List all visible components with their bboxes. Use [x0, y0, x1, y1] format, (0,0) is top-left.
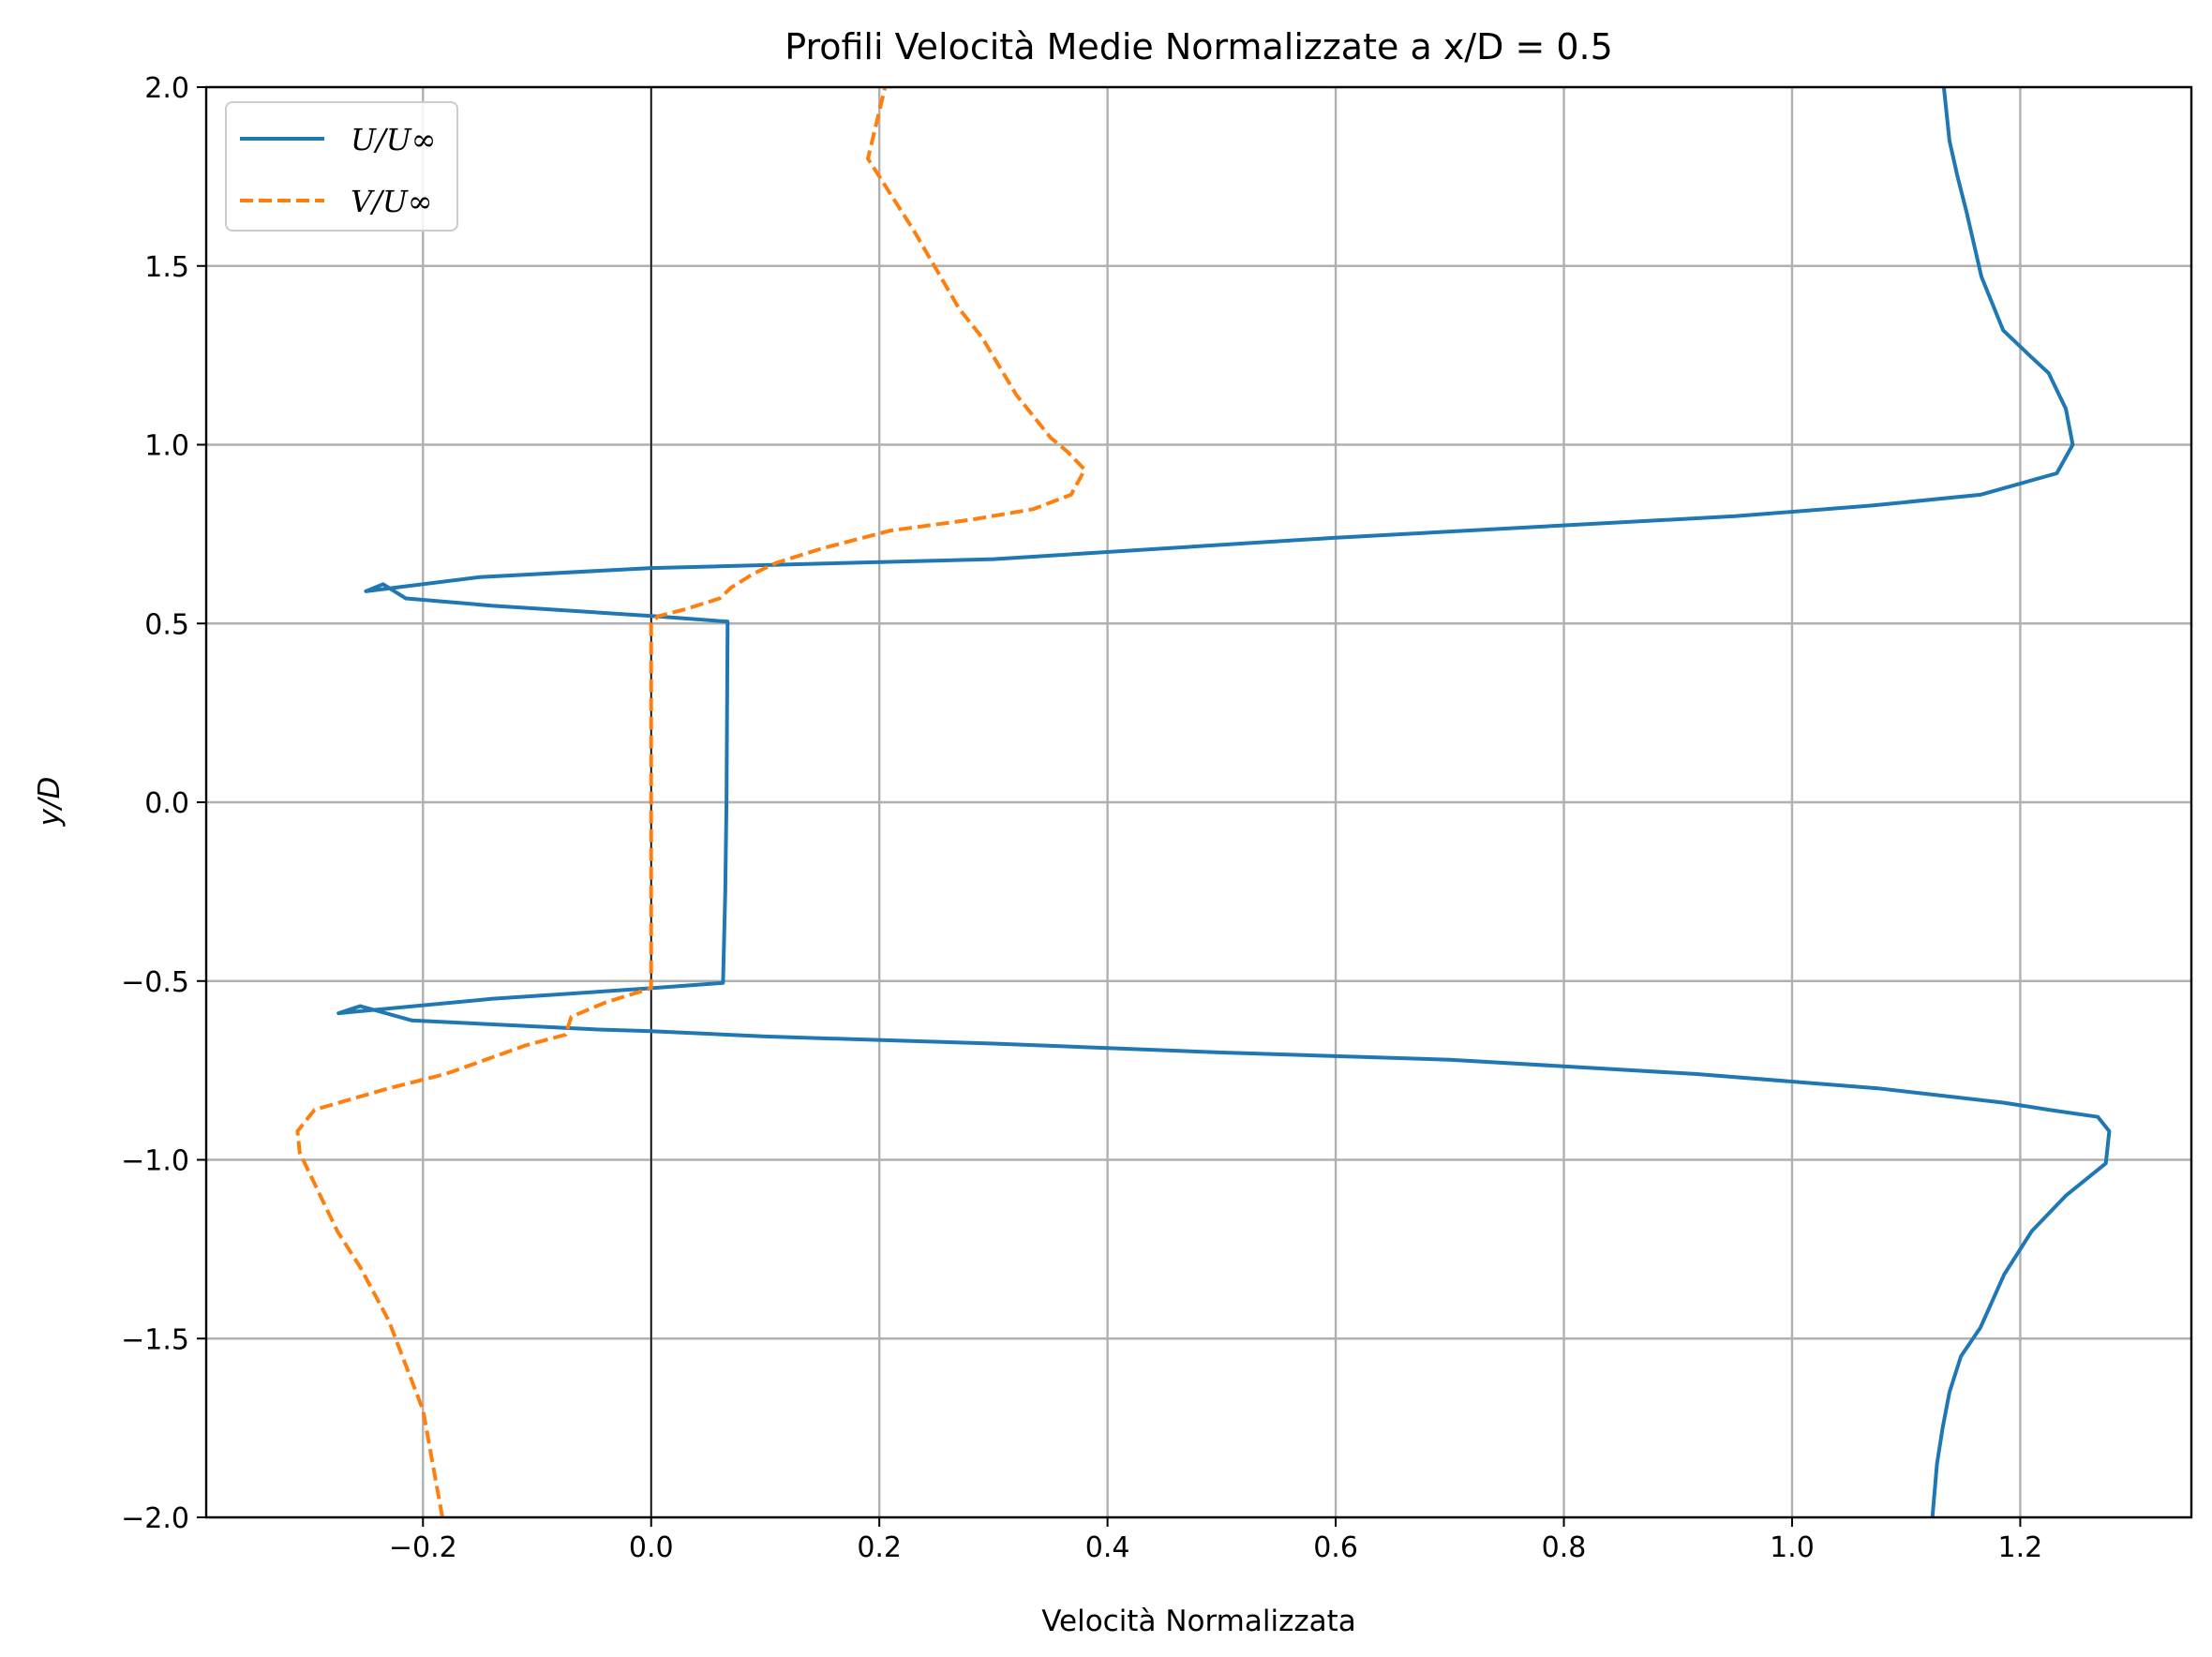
y-tick-label: 0.0	[144, 787, 189, 820]
legend-label-u: U/U∞	[351, 122, 436, 157]
y-tick-label: −1.0	[121, 1145, 189, 1178]
legend: U/U∞ V/U∞	[225, 101, 458, 231]
legend-box	[225, 101, 458, 231]
x-tick-label: 0.0	[629, 1531, 674, 1564]
y-tick-label: −1.5	[121, 1323, 189, 1356]
y-tick-label: 1.5	[144, 251, 189, 284]
y-tick-label: 0.5	[144, 608, 189, 641]
x-tick-label: 0.8	[1542, 1531, 1587, 1564]
x-tick-label: 0.4	[1085, 1531, 1130, 1564]
legend-label-v: V/U∞	[351, 184, 433, 219]
tick-layer: −0.2 0.0 0.2 0.4 0.6 0.8 1.0 1.2 −2.0 −1.5 −1.0 −0.…	[121, 72, 2042, 1564]
x-tick-label: −0.2	[389, 1531, 457, 1564]
series-line-v	[295, 87, 1087, 1517]
x-tick-label: 0.6	[1313, 1531, 1358, 1564]
x-tick-label: 0.2	[857, 1531, 902, 1564]
chart-title: Profili Velocità Medie Normalizzate a x/…	[785, 26, 1613, 67]
x-axis-label: Velocità Normalizzata	[1041, 1605, 1356, 1638]
x-tick-label: 1.0	[1770, 1531, 1815, 1564]
x-tick-label: 1.2	[1998, 1531, 2043, 1564]
y-axis-label: y/D	[33, 777, 67, 828]
y-tick-label: −2.0	[121, 1502, 189, 1535]
series-line-u	[336, 87, 2112, 1517]
y-tick-label: 2.0	[144, 72, 189, 105]
y-tick-label: 1.0	[144, 430, 189, 463]
series-layer	[295, 87, 2112, 1517]
y-tick-label: −0.5	[121, 966, 189, 999]
